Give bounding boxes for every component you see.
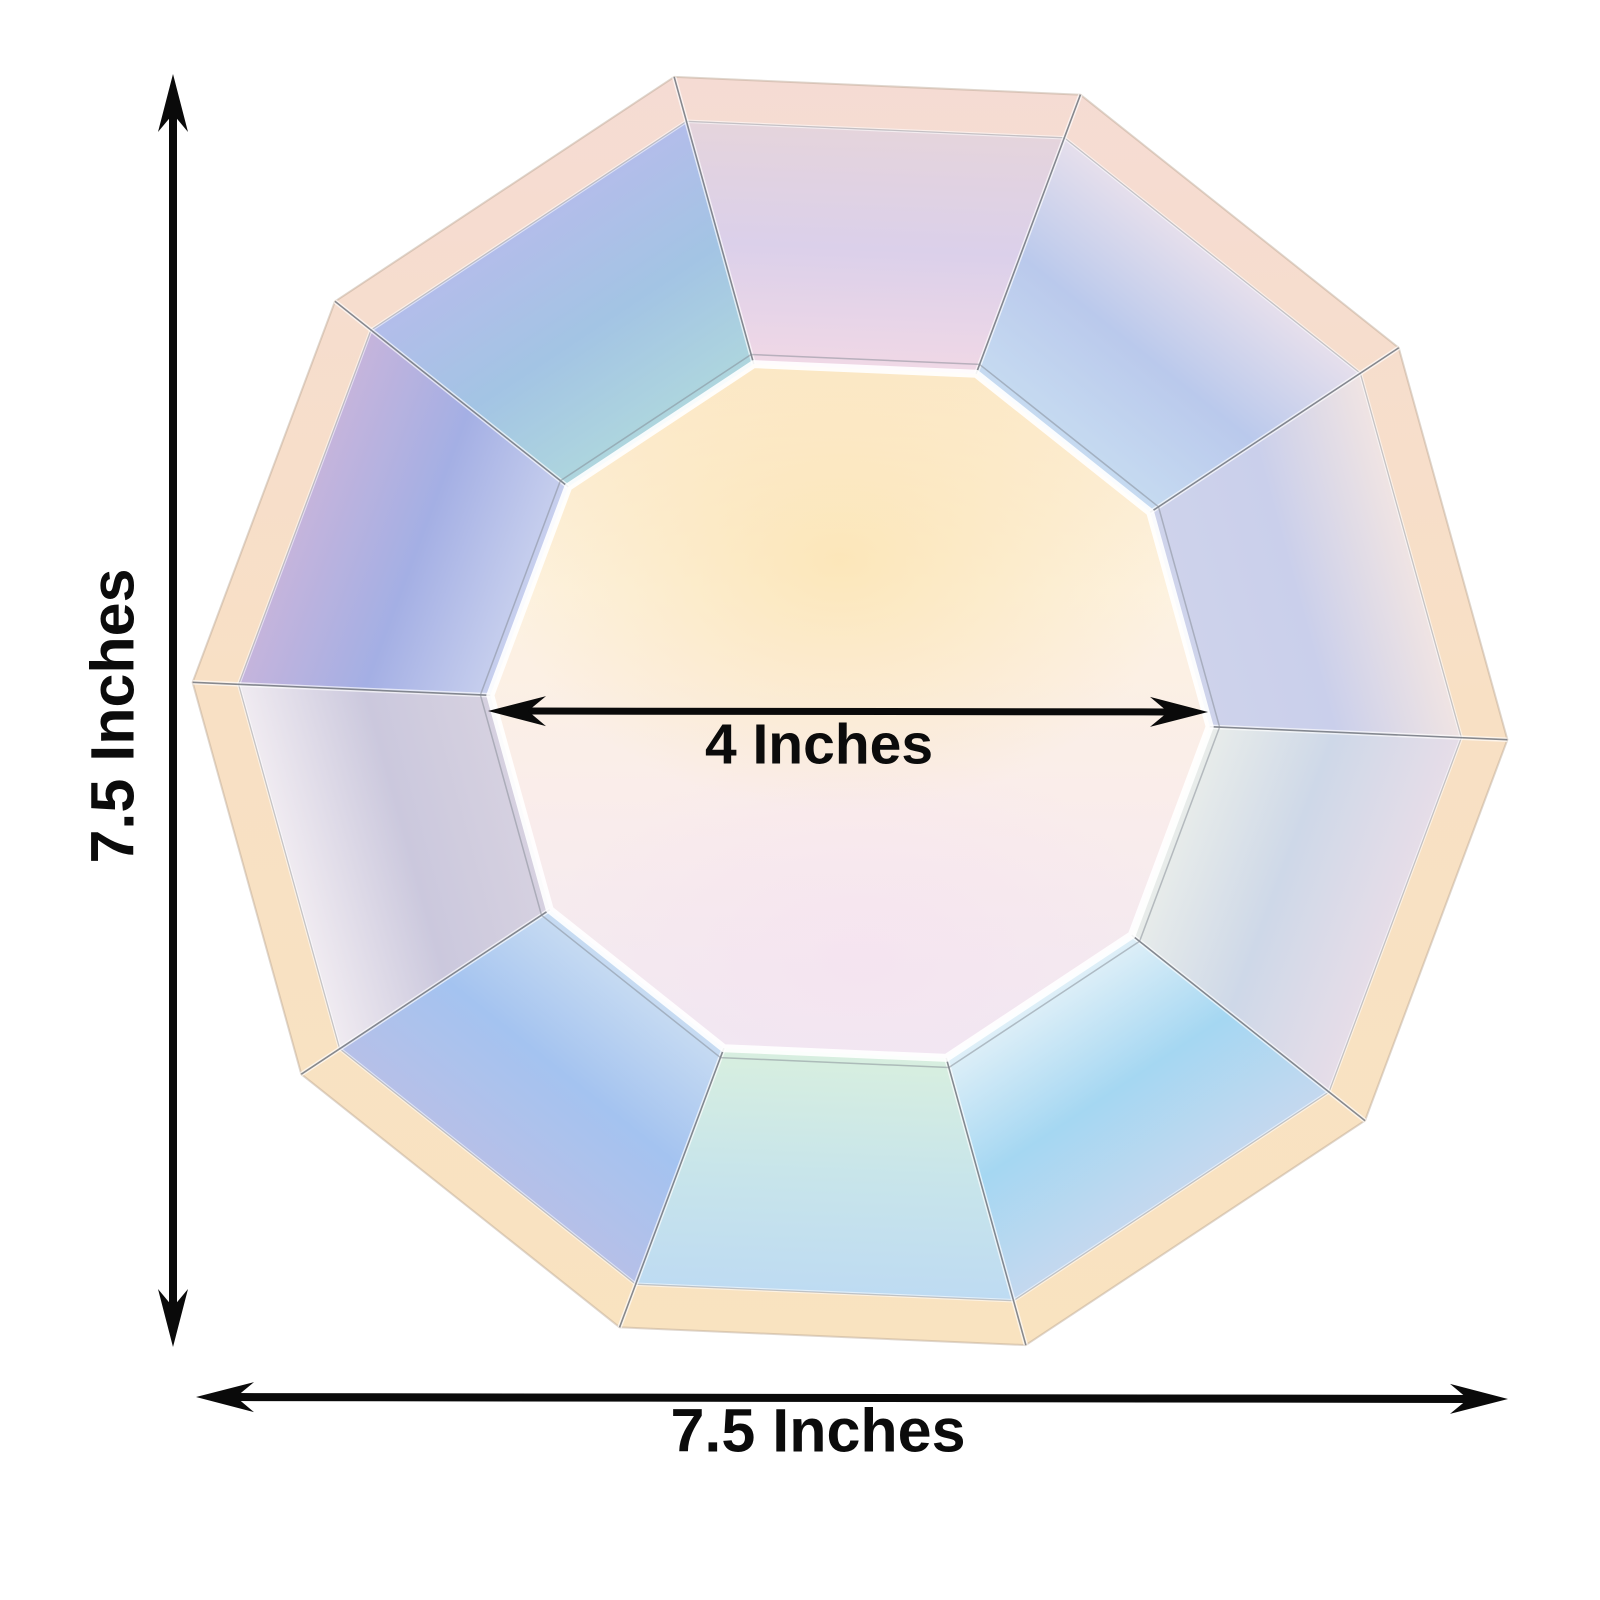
arrowhead-icon bbox=[1449, 1383, 1508, 1414]
arrowhead-icon bbox=[158, 1289, 188, 1347]
plate-facet-top bbox=[686, 121, 1065, 374]
inner-diameter-label: 4 Inches bbox=[704, 712, 934, 777]
inner-diameter-arrow bbox=[488, 696, 1208, 727]
arrowhead-icon bbox=[488, 696, 547, 727]
height-dimension-arrow bbox=[158, 74, 188, 1347]
plate-facet-left-upper bbox=[238, 330, 569, 696]
width-dimension-arrow bbox=[196, 1382, 1508, 1414]
plate-facet-right-upper bbox=[1150, 373, 1462, 738]
arrowhead-icon bbox=[158, 74, 188, 132]
arrowhead-icon bbox=[1149, 696, 1208, 727]
plate-facet-left-lower bbox=[238, 684, 550, 1049]
plate-facet-top-right bbox=[976, 137, 1361, 513]
plate-facet-top-left bbox=[371, 121, 754, 487]
arrowhead-icon bbox=[196, 1382, 255, 1413]
plate-facet-right-lower bbox=[1131, 726, 1462, 1092]
plate-facet-bottom-left bbox=[339, 909, 724, 1285]
plate-facet-bottom-right bbox=[946, 935, 1329, 1301]
plate-facet-bottom bbox=[635, 1048, 1014, 1301]
width-dimension-label: 7.5 Inches bbox=[670, 1396, 966, 1465]
height-dimension-label: 7.5 Inches bbox=[78, 568, 147, 864]
